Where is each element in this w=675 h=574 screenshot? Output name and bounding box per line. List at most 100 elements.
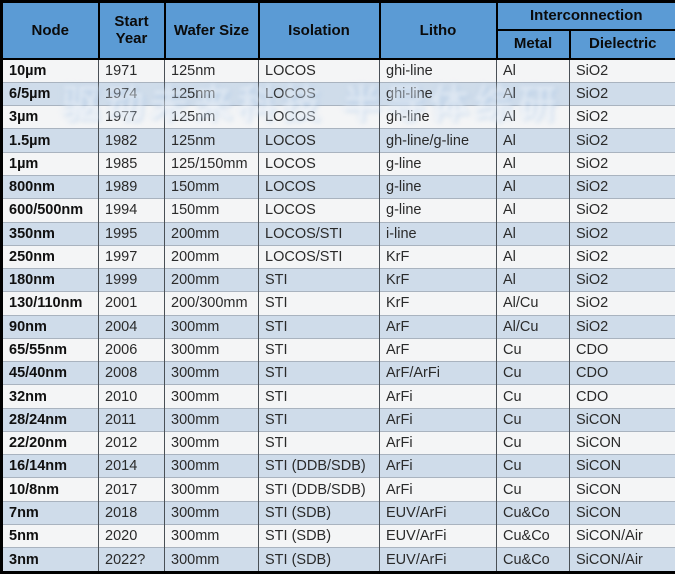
table-row: 28/24nm 2011 300mm STI ArFi Cu SiCON <box>1 407 675 432</box>
cell-isolation: STI <box>258 291 380 316</box>
table-row: 32nm 2010 300mm STI ArFi Cu CDO <box>1 384 675 409</box>
cell-metal: Al <box>496 175 570 199</box>
cell-wafer_size: 125nm <box>164 128 259 153</box>
cell-metal: Al <box>496 105 570 129</box>
col-header-dielectric: Dielectric <box>568 28 675 60</box>
cell-start_year: 2004 <box>98 314 165 339</box>
cell-wafer_size: 300mm <box>164 361 259 385</box>
cell-dielectric: SiCON <box>568 430 675 455</box>
cell-start_year: 2006 <box>98 337 165 362</box>
cell-wafer_size: 125/150mm <box>164 151 259 176</box>
cell-start_year: 2011 <box>98 407 165 432</box>
cell-node: 90nm <box>1 314 99 339</box>
cell-node: 250nm <box>1 244 99 269</box>
col-header-litho: Litho <box>378 0 498 60</box>
cell-dielectric: SiO2 <box>568 221 675 246</box>
col-header-metal: Metal <box>495 28 571 60</box>
cell-start_year: 1982 <box>98 128 165 153</box>
cell-metal: Al <box>496 268 570 292</box>
table-row: 3µm 1977 125nm LOCOS gh-line Al SiO2 <box>1 105 675 129</box>
cell-wafer_size: 300mm <box>164 384 259 409</box>
cell-metal: Cu <box>496 454 570 478</box>
cell-metal: Cu <box>496 337 570 362</box>
cell-node: 350nm <box>1 221 99 246</box>
cell-start_year: 1994 <box>98 198 165 223</box>
cell-isolation: STI <box>258 268 380 292</box>
cell-litho: ArFi <box>379 407 497 432</box>
cell-wafer_size: 125nm <box>164 81 259 106</box>
cell-node: 28/24nm <box>1 407 99 432</box>
cell-metal: Al/Cu <box>496 291 570 316</box>
cell-isolation: STI (SDB) <box>258 547 380 573</box>
cell-wafer_size: 200mm <box>164 221 259 246</box>
table-row: 130/110nm 2001 200/300mm STI KrF Al/Cu SiO2 <box>1 291 675 316</box>
cell-dielectric: SiCON <box>568 500 675 525</box>
cell-dielectric: CDO <box>568 361 675 385</box>
cell-dielectric: SiO2 <box>568 128 675 153</box>
cell-metal: Al/Cu <box>496 314 570 339</box>
col-header-wafer-size: Wafer Size <box>163 0 260 60</box>
table-row: 6/5µm 1974 125nm LOCOS ghi-line Al SiO2 <box>1 81 675 106</box>
cell-litho: i-line <box>379 221 497 246</box>
cell-litho: ArFi <box>379 454 497 478</box>
cell-metal: Cu <box>496 361 570 385</box>
cell-start_year: 2010 <box>98 384 165 409</box>
cell-isolation: LOCOS <box>258 105 380 129</box>
cell-dielectric: SiO2 <box>568 198 675 223</box>
cell-node: 1µm <box>1 151 99 176</box>
cell-litho: ArF <box>379 314 497 339</box>
table-row: 350nm 1995 200mm LOCOS/STI i-line Al SiO2 <box>1 221 675 246</box>
cell-isolation: STI (SDB) <box>258 523 380 548</box>
cell-wafer_size: 300mm <box>164 454 259 478</box>
cell-wafer_size: 300mm <box>164 547 259 573</box>
cell-litho: g-line <box>379 175 497 199</box>
cell-litho: ArFi <box>379 430 497 455</box>
cell-wafer_size: 200mm <box>164 268 259 292</box>
cell-litho: EUV/ArFi <box>379 500 497 525</box>
cell-metal: Cu <box>496 384 570 409</box>
cell-isolation: STI <box>258 407 380 432</box>
cell-isolation: STI <box>258 361 380 385</box>
cell-wafer_size: 300mm <box>164 407 259 432</box>
cell-metal: Al <box>496 57 570 83</box>
cell-node: 600/500nm <box>1 198 99 223</box>
cell-dielectric: SiO2 <box>568 175 675 199</box>
cell-node: 130/110nm <box>1 291 99 316</box>
cell-litho: g-line <box>379 198 497 223</box>
cell-dielectric: SiCON <box>568 477 675 502</box>
cell-node: 3nm <box>1 547 99 573</box>
cell-start_year: 1977 <box>98 105 165 129</box>
cell-metal: Cu&Co <box>496 547 570 573</box>
cell-dielectric: SiO2 <box>568 291 675 316</box>
col-header-node: Node <box>0 0 100 60</box>
cell-metal: Cu&Co <box>496 500 570 525</box>
cell-wafer_size: 200mm <box>164 244 259 269</box>
cell-dielectric: SiO2 <box>568 151 675 176</box>
cell-dielectric: SiCON <box>568 407 675 432</box>
col-header-isolation: Isolation <box>257 0 381 60</box>
cell-litho: EUV/ArFi <box>379 547 497 573</box>
cell-wafer_size: 300mm <box>164 500 259 525</box>
cell-start_year: 1997 <box>98 244 165 269</box>
table-row: 5nm 2020 300mm STI (SDB) EUV/ArFi Cu&Co SiCON/… <box>1 523 675 548</box>
cell-dielectric: SiO2 <box>568 314 675 339</box>
cell-node: 6/5µm <box>1 81 99 106</box>
cell-start_year: 2001 <box>98 291 165 316</box>
cell-metal: Al <box>496 128 570 153</box>
table-row: 10/8nm 2017 300mm STI (DDB/SDB) ArFi Cu SiCON <box>1 477 675 502</box>
table-row: 180nm 1999 200mm STI KrF Al SiO2 <box>1 268 675 292</box>
cell-dielectric: SiCON/Air <box>568 547 675 573</box>
cell-wafer_size: 125nm <box>164 105 259 129</box>
cell-node: 32nm <box>1 384 99 409</box>
table-row: 65/55nm 2006 300mm STI ArF Cu CDO <box>1 337 675 362</box>
cell-node: 45/40nm <box>1 361 99 385</box>
cell-isolation: STI <box>258 384 380 409</box>
cell-litho: ArF <box>379 337 497 362</box>
cell-litho: ArF/ArFi <box>379 361 497 385</box>
cell-dielectric: SiO2 <box>568 57 675 83</box>
cell-isolation: LOCOS <box>258 57 380 83</box>
table-row: 22/20nm 2012 300mm STI ArFi Cu SiCON <box>1 430 675 455</box>
cell-isolation: LOCOS <box>258 81 380 106</box>
